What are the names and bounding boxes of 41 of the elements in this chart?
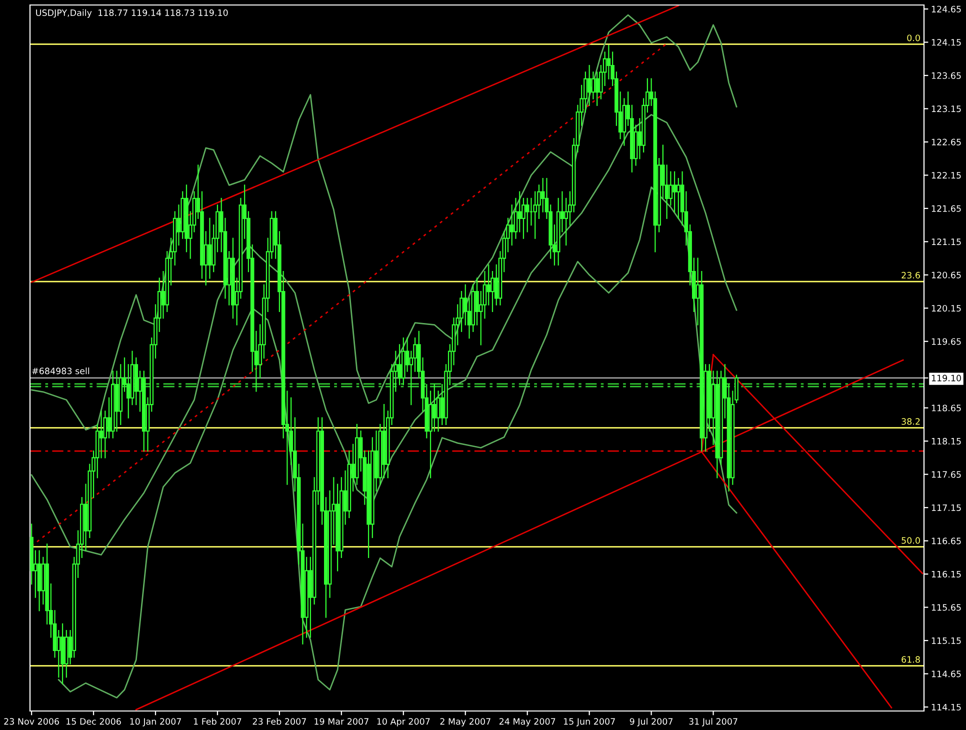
y-tick-label: 123.15 xyxy=(932,106,961,112)
x-tick-label: 1 Feb 2007 xyxy=(194,718,242,725)
x-tick-label: 19 Mar 2007 xyxy=(314,718,368,725)
y-tick-label: 122.65 xyxy=(932,138,961,146)
annotation: 61.8 xyxy=(902,656,920,663)
x-tick-label: 9 Jul 2007 xyxy=(630,718,673,726)
y-tick-label: 116.15 xyxy=(932,570,961,578)
x-tick-label: 2 May 2007 xyxy=(440,718,490,726)
y-tick-label: 119.65 xyxy=(932,338,961,345)
y-tick-label: 118.65 xyxy=(932,404,961,412)
x-tick-label: 10 Jan 2007 xyxy=(130,718,181,726)
y-tick-label: 114.15 xyxy=(932,704,961,710)
x-tick-label: 15 Dec 2006 xyxy=(66,718,121,725)
annotation: 38.2 xyxy=(902,418,920,425)
x-tick-label: 23 Feb 2007 xyxy=(252,718,306,725)
y-tick-label: 115.15 xyxy=(932,637,961,644)
x-tick-label: 24 May 2007 xyxy=(499,718,556,726)
y-tick-label: 124.65 xyxy=(932,6,961,12)
y-tick-label: 117.65 xyxy=(932,471,961,478)
y-tick-label: 117.15 xyxy=(932,504,961,512)
annotation: 50.0 xyxy=(902,537,920,544)
y-tick-label: 121.65 xyxy=(932,205,961,212)
y-tick-label: 120.15 xyxy=(932,304,961,312)
chart-title: USDJPY,Daily 118.77 119.14 118.73 119.10 xyxy=(36,9,228,18)
y-tick-label: 124.15 xyxy=(932,39,961,46)
x-tick-label: 10 Apr 2007 xyxy=(377,718,430,726)
annotation: 0.0 xyxy=(907,34,920,42)
y-tick-label: 123.65 xyxy=(932,72,961,79)
y-tick-label: 120.65 xyxy=(932,272,961,278)
y-tick-label: 122.15 xyxy=(932,172,961,179)
x-tick-label: 31 Jul 2007 xyxy=(689,718,738,726)
annotation: #684983 sell xyxy=(32,367,90,374)
x-tick-label: 15 Jun 2007 xyxy=(564,718,615,726)
y-tick-label: 118.15 xyxy=(932,438,961,445)
x-tick-label: 23 Nov 2006 xyxy=(4,718,60,725)
y-tick-label: 121.15 xyxy=(932,238,961,246)
y-tick-label: 116.65 xyxy=(932,538,961,544)
y-tick-label: 115.65 xyxy=(932,604,961,611)
y-tick-label: 119.10 xyxy=(932,374,961,382)
y-tick-label: 114.65 xyxy=(932,670,961,678)
annotation: 23.6 xyxy=(902,272,920,279)
